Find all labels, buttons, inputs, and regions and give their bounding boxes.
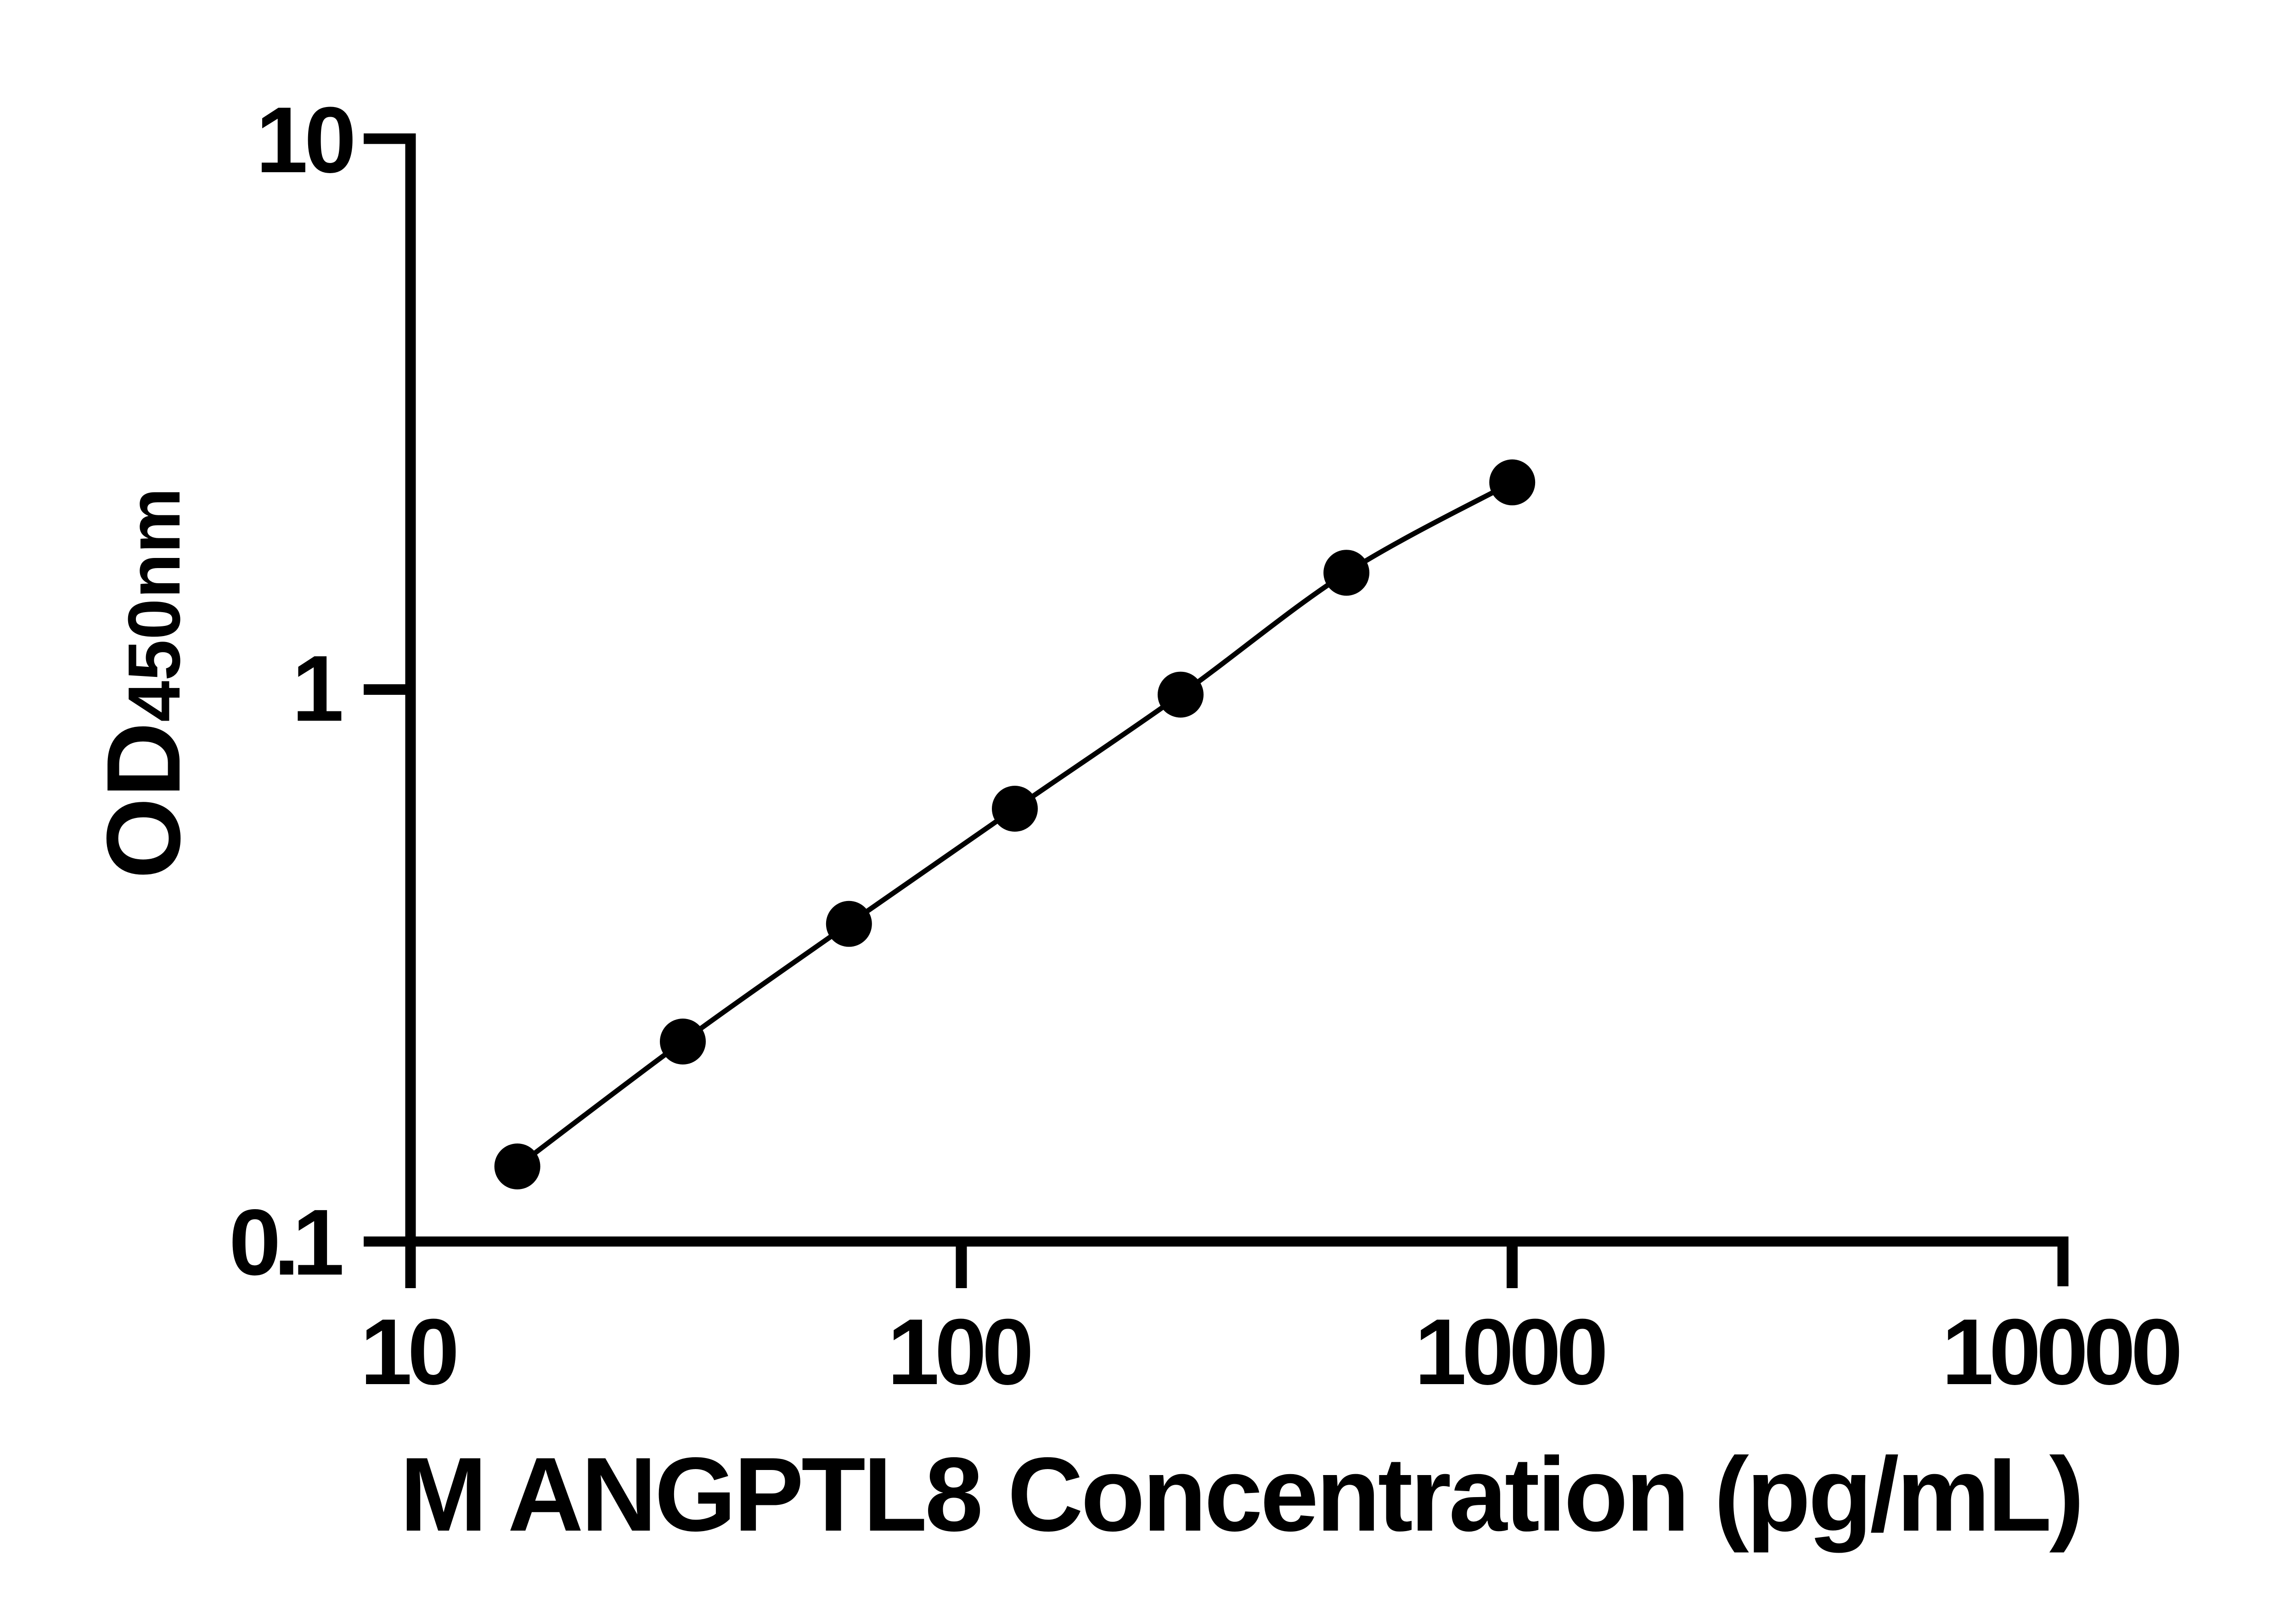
svg-text:10000: 10000 — [1941, 1300, 2179, 1404]
svg-text:10: 10 — [256, 88, 353, 192]
svg-text:100: 100 — [887, 1300, 1030, 1404]
svg-text:10: 10 — [360, 1300, 456, 1404]
svg-text:0.1: 0.1 — [229, 1190, 342, 1295]
svg-text:1: 1 — [292, 636, 342, 741]
svg-text:1000: 1000 — [1414, 1300, 1605, 1404]
svg-text:M ANGPTL8 Concentration (pg/mL: M ANGPTL8 Concentration (pg/mL) — [400, 1436, 2082, 1553]
